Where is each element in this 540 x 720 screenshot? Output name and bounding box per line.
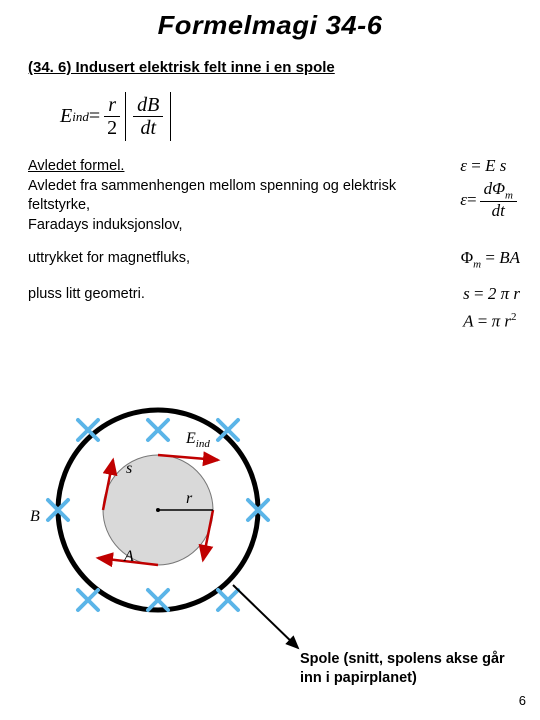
- sf1-eq: =: [467, 156, 485, 175]
- para1: Avledet formel. Avledet fra sammenhengen…: [28, 157, 454, 235]
- pointer-arrow: [233, 585, 298, 648]
- sf5-lhs: A: [463, 312, 473, 331]
- center-dot: [156, 508, 160, 512]
- coil-svg: [18, 400, 308, 690]
- main-formula: Eind = r 2 dB dt: [60, 92, 540, 141]
- sf2-lhs: ε: [460, 191, 467, 210]
- label-E-var: E: [186, 430, 196, 447]
- sf5-eq: =: [474, 312, 492, 331]
- section-heading: (34. 6) Indusert elektrisk felt inne i e…: [28, 59, 540, 76]
- side-formulas-1: ε = E s ε = dΦm dt: [454, 157, 520, 221]
- sf5-rhs: π r: [492, 312, 511, 331]
- mf-eq: =: [89, 105, 100, 128]
- sf1-lhs: ε: [460, 156, 467, 175]
- label-B: B: [30, 508, 40, 526]
- sf3-eq: =: [481, 248, 499, 267]
- para1-u: Avledet formel.: [28, 158, 124, 174]
- para4: pluss litt geometri.: [28, 285, 457, 305]
- mf-frac1: r 2: [103, 94, 121, 139]
- sf4-lhs: s: [463, 284, 470, 303]
- mf-f1d: 2: [103, 117, 121, 139]
- sf4-eq: =: [470, 284, 488, 303]
- row-1: Avledet formel. Avledet fra sammenhengen…: [28, 157, 520, 235]
- sf2-eq: =: [467, 191, 477, 210]
- sf2-num: dΦ: [484, 179, 505, 198]
- sf1: ε = E s: [460, 157, 520, 176]
- row-2: uttrykket for magnetfluks, Φm = BA: [28, 249, 520, 270]
- label-r: r: [186, 490, 192, 508]
- sf3: Φm = BA: [461, 249, 520, 270]
- diagram-caption: Spole (snitt, spolens akse går inn i pap…: [300, 650, 520, 688]
- mf-lhs-var: E: [60, 105, 72, 128]
- sf3-lhssub: m: [473, 259, 481, 271]
- mf-f1n: r: [104, 94, 120, 117]
- para3: uttrykket for magnetfluks,: [28, 249, 455, 269]
- sf5-sup: 2: [511, 311, 517, 323]
- label-s: s: [126, 460, 132, 478]
- sf1-rhs: E s: [485, 156, 506, 175]
- sf4: s = 2 π r: [463, 285, 520, 304]
- sf3-rhs: BA: [499, 248, 520, 267]
- row-3: pluss litt geometri. s = 2 π r A = π r2: [28, 285, 520, 332]
- coil-diagram: Eind s r B A: [18, 400, 308, 690]
- side-formulas-3: s = 2 π r A = π r2: [457, 285, 520, 332]
- mf-f2d: dt: [136, 117, 160, 139]
- mf-abs: dB dt: [125, 92, 171, 141]
- mf-f2n: dB: [133, 94, 163, 117]
- sf4-rhs: 2 π r: [488, 284, 520, 303]
- mf-lhs-sub: ind: [72, 109, 89, 125]
- para2: Faradays induksjonslov,: [28, 217, 182, 233]
- sf3-lhs: Φ: [461, 248, 473, 267]
- label-E-sub: ind: [196, 438, 210, 450]
- slide-title: Formelmagi 34-6: [0, 0, 540, 41]
- sf2-numsub: m: [505, 189, 513, 201]
- label-A: A: [124, 548, 134, 566]
- sf2-den: dt: [488, 202, 509, 221]
- para1-rest: Avledet fra sammenhengen mellom spenning…: [28, 178, 396, 214]
- sf2: ε = dΦm dt: [460, 180, 520, 221]
- label-E: Eind: [186, 430, 210, 450]
- page-number: 6: [519, 693, 526, 708]
- sf5: A = π r2: [463, 311, 520, 331]
